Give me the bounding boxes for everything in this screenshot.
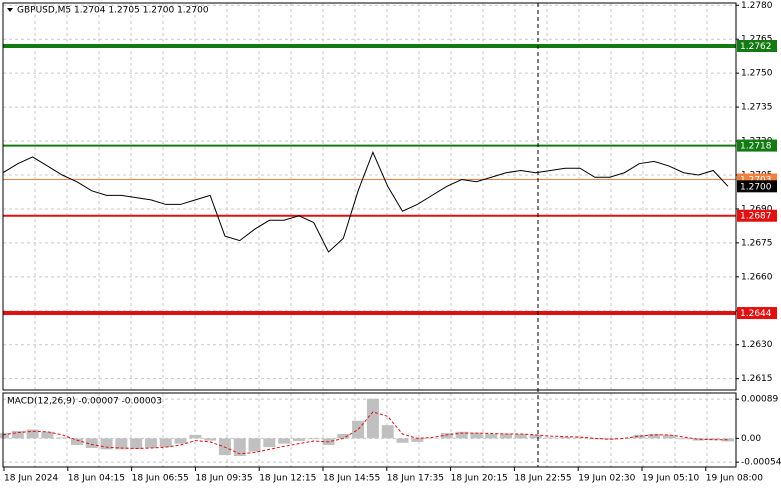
macd-bar	[263, 438, 276, 448]
macd-bar	[707, 438, 720, 441]
macd-bar	[381, 425, 394, 439]
macd-bar	[26, 429, 39, 439]
macd-bar	[677, 438, 690, 440]
macd-bar	[440, 433, 453, 439]
macd-bar	[0, 433, 9, 439]
x-tick-label: 19 Jun 05:10	[642, 474, 699, 484]
y-tick-label: 1.2750	[741, 69, 773, 79]
signal-line	[2, 411, 728, 455]
marks	[0, 44, 736, 456]
macd-bar	[544, 437, 557, 439]
macd-bar	[485, 433, 498, 439]
macd-bar	[722, 438, 734, 442]
level-label-box	[737, 40, 777, 52]
y-tick-label: -0.00054	[741, 458, 781, 468]
macd-bar	[396, 438, 409, 443]
macd-bar	[56, 437, 69, 439]
macd-bar	[529, 434, 542, 439]
macd-bar	[278, 438, 291, 444]
level-label: 1.2700	[740, 182, 772, 192]
x-tick-label: 18 Jun 20:15	[451, 474, 508, 484]
macd-bar	[144, 438, 157, 449]
chart-title: GBPUSD,M5 1.2704 1.2705 1.2700 1.2700	[17, 6, 209, 16]
menu-triangle[interactable]	[7, 8, 13, 12]
macd-bar	[603, 438, 616, 440]
macd-bar	[130, 438, 143, 449]
macd-bar	[366, 398, 379, 439]
macd-bar	[189, 434, 202, 439]
macd-bar	[248, 438, 261, 452]
level-label-box	[737, 307, 777, 320]
level-label: 1.2762	[740, 42, 772, 52]
y-tick-label: 0.00089	[741, 395, 778, 405]
x-tick-label: 19 Jun 08:00	[706, 474, 763, 484]
y-tick-label: 1.2630	[741, 340, 773, 350]
level-label-box	[737, 139, 777, 152]
macd-bar	[70, 438, 83, 445]
macd-bar	[514, 433, 527, 439]
macd-bar	[662, 434, 675, 439]
macd-bar	[692, 438, 705, 441]
macd-bar	[411, 438, 424, 442]
x-tick-label: 18 Jun 2024	[4, 474, 58, 484]
x-tick-label: 18 Jun 04:15	[68, 474, 125, 484]
level-label: 1.2718	[740, 142, 772, 152]
level-label: 1.2687	[740, 212, 772, 222]
x-tick-label: 18 Jun 09:35	[195, 474, 252, 484]
price-line	[2, 151, 729, 253]
level-label: 1.2644	[740, 309, 772, 319]
macd-bar	[11, 430, 24, 439]
macd-bar	[559, 437, 572, 439]
x-tick-label: 19 Jun 02:30	[578, 474, 635, 484]
level-label-box	[737, 180, 777, 193]
macd-bar	[159, 438, 172, 448]
y-tick-label: 1.2615	[741, 374, 773, 384]
level-label-box	[737, 209, 777, 222]
main-panel-frame	[2, 2, 737, 391]
x-tick-label: 18 Jun 17:35	[387, 474, 444, 484]
labels: 1.27801.27651.27501.27351.27201.27051.26…	[3, 1, 781, 484]
macd-bar	[307, 438, 320, 440]
x-tick-label: 18 Jun 12:15	[259, 474, 316, 484]
macd-bar	[455, 431, 468, 439]
macd-bar	[292, 438, 305, 442]
macd-bar	[174, 438, 187, 444]
y-tick-label: 1.2780	[741, 1, 773, 11]
macd-bar	[648, 433, 661, 439]
macd-bar	[633, 434, 646, 439]
macd-bar	[85, 438, 98, 449]
macd-title: MACD(12,26,9) -0.00007 -0.00003	[7, 397, 162, 407]
macd-bar	[470, 432, 483, 439]
y-tick-label: 1.2675	[741, 238, 773, 248]
macd-bar	[233, 438, 246, 456]
y-tick-label: 1.2765	[741, 35, 773, 45]
macd-bar	[41, 431, 54, 439]
x-tick-label: 18 Jun 14:55	[323, 474, 380, 484]
macd-bar	[337, 433, 350, 439]
macd-panel-frame	[2, 392, 737, 468]
macd-bar	[352, 420, 365, 439]
y-tick-label: 1.2660	[741, 272, 773, 282]
y-tick-label: 1.2690	[741, 204, 773, 214]
y-tick-label: 1.2735	[741, 103, 773, 113]
x-tick-label: 18 Jun 06:55	[132, 474, 189, 484]
x-tick-label: 18 Jun 22:55	[514, 474, 571, 484]
macd-bar	[500, 433, 513, 439]
macd-bar	[588, 438, 601, 440]
y-tick-label: 0.00	[741, 434, 761, 444]
macd-bar	[574, 437, 587, 439]
macd-bar	[204, 438, 217, 441]
macd-bar	[115, 438, 128, 450]
macd-bar	[100, 438, 113, 450]
